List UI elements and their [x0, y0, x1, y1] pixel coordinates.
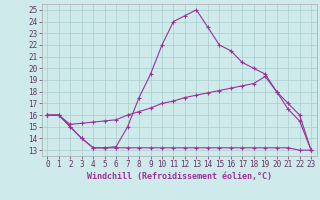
X-axis label: Windchill (Refroidissement éolien,°C): Windchill (Refroidissement éolien,°C)	[87, 172, 272, 181]
